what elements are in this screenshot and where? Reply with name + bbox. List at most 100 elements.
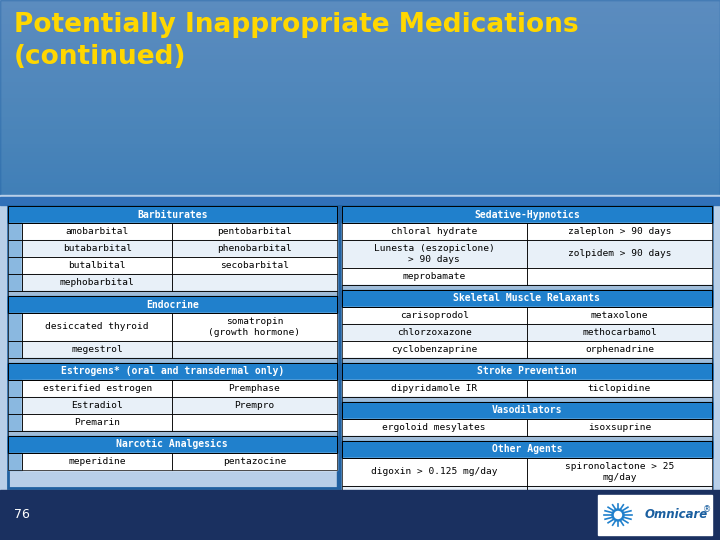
- Bar: [172, 313, 336, 341]
- Text: dipyridamole IR: dipyridamole IR: [391, 384, 477, 393]
- Bar: [8, 240, 22, 257]
- Text: spironolactone > 25
mg/day: spironolactone > 25 mg/day: [564, 462, 674, 482]
- Text: isoxsuprine: isoxsuprine: [588, 423, 651, 432]
- Text: megestrol: megestrol: [71, 345, 123, 354]
- Bar: [341, 358, 712, 363]
- Bar: [8, 363, 336, 380]
- Bar: [527, 240, 712, 268]
- Bar: [527, 341, 712, 358]
- Text: Endocrine: Endocrine: [146, 300, 199, 309]
- Bar: [22, 414, 172, 431]
- Bar: [172, 223, 336, 240]
- Bar: [341, 206, 712, 223]
- Bar: [8, 296, 336, 313]
- Bar: [172, 274, 336, 291]
- Text: amobarbital: amobarbital: [66, 227, 129, 236]
- Bar: [8, 206, 712, 488]
- Bar: [341, 307, 527, 324]
- Bar: [341, 285, 712, 290]
- Bar: [22, 274, 172, 291]
- Bar: [341, 240, 527, 268]
- Bar: [527, 307, 712, 324]
- Bar: [527, 486, 712, 503]
- Bar: [172, 223, 336, 240]
- Bar: [341, 358, 712, 363]
- Bar: [527, 223, 712, 240]
- Text: Prempro: Prempro: [234, 401, 274, 410]
- Bar: [172, 313, 336, 341]
- Text: Barbiturates: Barbiturates: [137, 210, 207, 219]
- Bar: [527, 458, 712, 486]
- Bar: [22, 380, 172, 397]
- Text: Estradiol: Estradiol: [71, 401, 123, 410]
- Bar: [22, 257, 172, 274]
- Bar: [0, 197, 720, 205]
- Text: Stroke Prevention: Stroke Prevention: [477, 366, 577, 376]
- Bar: [22, 223, 172, 240]
- Bar: [527, 268, 712, 285]
- Bar: [8, 341, 22, 358]
- Text: digoxin > 0.125 mg/day: digoxin > 0.125 mg/day: [371, 467, 498, 476]
- Bar: [527, 240, 712, 268]
- Bar: [172, 397, 336, 414]
- Bar: [8, 257, 22, 274]
- Bar: [341, 290, 712, 307]
- Bar: [22, 240, 172, 257]
- Bar: [341, 397, 712, 402]
- Bar: [172, 453, 336, 470]
- Text: chloral hydrate: chloral hydrate: [391, 227, 477, 236]
- Bar: [341, 324, 527, 341]
- Bar: [22, 397, 172, 414]
- Text: methocarbamol: methocarbamol: [582, 328, 657, 337]
- Bar: [527, 380, 712, 397]
- Text: zaleplon > 90 days: zaleplon > 90 days: [567, 227, 671, 236]
- Text: pentobarbital: pentobarbital: [217, 227, 292, 236]
- Bar: [341, 290, 712, 307]
- Bar: [22, 240, 172, 257]
- Bar: [172, 380, 336, 397]
- Text: Other Agents: Other Agents: [492, 444, 562, 454]
- Bar: [0, 490, 720, 540]
- Bar: [341, 402, 712, 419]
- Text: phenobarbital: phenobarbital: [217, 244, 292, 253]
- Bar: [8, 291, 336, 296]
- Bar: [8, 453, 22, 470]
- Bar: [341, 380, 527, 397]
- Bar: [341, 223, 527, 240]
- Bar: [341, 223, 527, 240]
- Bar: [8, 380, 22, 397]
- Bar: [341, 285, 712, 290]
- Bar: [8, 358, 336, 363]
- Bar: [172, 414, 336, 431]
- Bar: [8, 296, 336, 313]
- Text: somatropin
(growth hormone): somatropin (growth hormone): [208, 317, 300, 336]
- Bar: [22, 341, 172, 358]
- Bar: [172, 341, 336, 358]
- Text: Premarin: Premarin: [74, 418, 120, 427]
- Bar: [8, 223, 22, 240]
- Bar: [0, 195, 720, 490]
- Bar: [341, 206, 712, 223]
- Bar: [341, 458, 527, 486]
- Text: butabarbital: butabarbital: [63, 244, 132, 253]
- Text: metaxolone: metaxolone: [590, 311, 648, 320]
- Text: Skeletal Muscle Relaxants: Skeletal Muscle Relaxants: [454, 293, 600, 303]
- Bar: [8, 313, 22, 341]
- Bar: [8, 206, 336, 223]
- Bar: [22, 313, 172, 341]
- Circle shape: [612, 509, 624, 521]
- Bar: [341, 419, 527, 436]
- Text: desiccated thyroid: desiccated thyroid: [45, 322, 149, 332]
- Bar: [341, 486, 527, 503]
- Text: nitrofurantoin > 90 days: nitrofurantoin > 90 days: [365, 490, 503, 499]
- Bar: [8, 313, 22, 341]
- Bar: [341, 458, 527, 486]
- Text: zolpidem > 90 days: zolpidem > 90 days: [567, 249, 671, 259]
- Bar: [341, 436, 712, 441]
- Bar: [172, 341, 336, 358]
- Bar: [527, 380, 712, 397]
- Text: Narcotic Analgesics: Narcotic Analgesics: [117, 440, 228, 449]
- Bar: [22, 274, 172, 291]
- Bar: [172, 414, 336, 431]
- Bar: [172, 240, 336, 257]
